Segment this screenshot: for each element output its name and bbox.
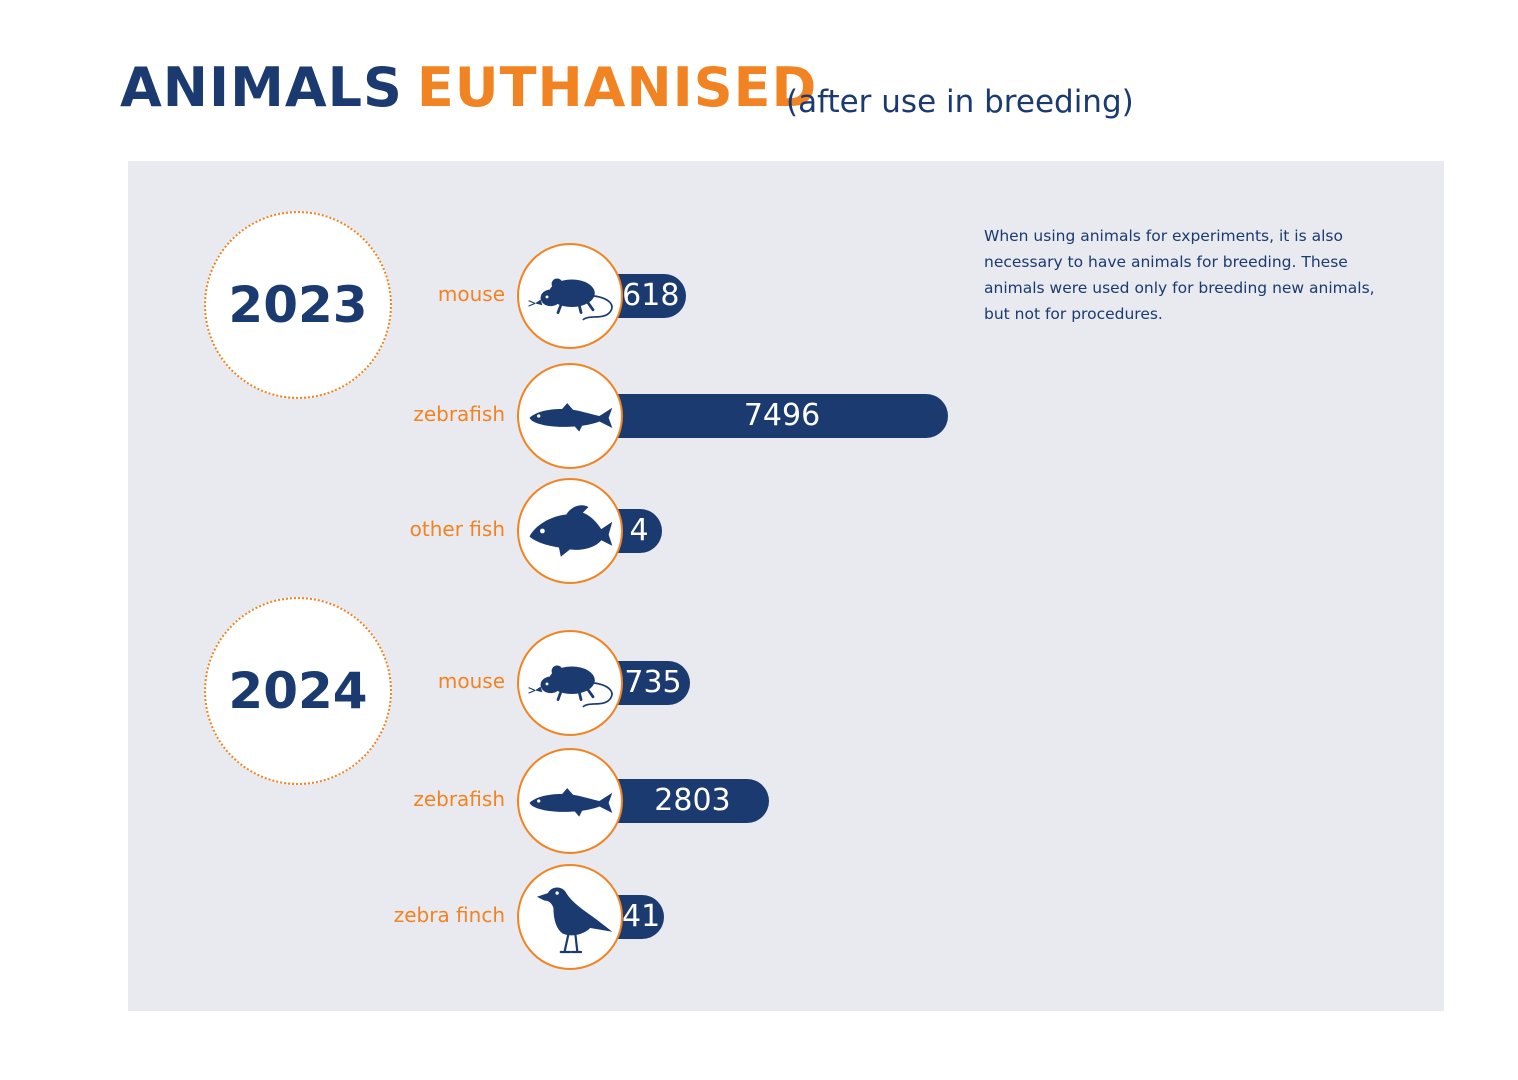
mouse-icon-badge <box>517 243 623 349</box>
title-accent: EUTHANISED <box>416 56 818 119</box>
data-value-label: 41 <box>622 899 661 934</box>
title-main: ANIMALS <box>120 56 403 119</box>
year-label: 2024 <box>228 662 368 720</box>
data-value-label: 7496 <box>743 398 821 433</box>
explanatory-note: When using animals for experiments, it i… <box>984 227 1375 323</box>
year-badge: 2024 <box>204 597 392 785</box>
data-value-label: 618 <box>622 278 680 313</box>
data-value-label: 2803 <box>654 783 731 818</box>
data-value-label: 4 <box>629 513 649 548</box>
zebra-finch-icon-badge <box>517 864 623 970</box>
category-label: zebrafish <box>413 787 505 811</box>
zebrafish-icon-badge <box>517 363 623 469</box>
category-label: zebra finch <box>393 903 505 927</box>
other-fish-icon <box>524 485 616 577</box>
year-badge: 2023 <box>204 211 392 399</box>
zebrafish-icon <box>524 370 616 462</box>
data-bar <box>590 394 948 438</box>
data-value-label: 735 <box>624 665 682 700</box>
zebra-finch-icon <box>524 871 616 963</box>
category-label: zebrafish <box>413 402 505 426</box>
mouse-icon <box>524 637 616 729</box>
mouse-icon-badge <box>517 630 623 736</box>
chart-title: ANIMALS EUTHANISED <box>120 56 817 119</box>
chart-subtitle: (after use in breeding) <box>786 84 1134 120</box>
year-label: 2023 <box>228 276 368 334</box>
other-fish-icon-badge <box>517 478 623 584</box>
category-label: mouse <box>437 669 505 693</box>
category-label: mouse <box>437 282 505 306</box>
mouse-icon <box>524 250 616 342</box>
category-label: other fish <box>409 517 505 541</box>
zebrafish-icon-badge <box>517 748 623 854</box>
zebrafish-icon <box>524 755 616 847</box>
